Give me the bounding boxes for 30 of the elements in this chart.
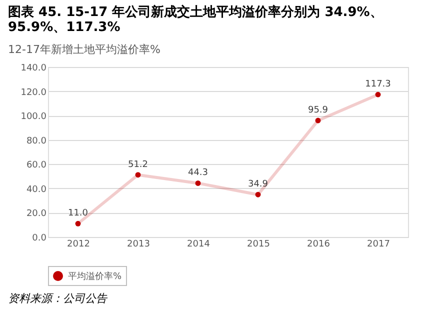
- x-tick-label: 2014: [187, 240, 210, 250]
- y-tick-label: 120.0: [20, 88, 47, 98]
- legend-label: 平均溢价率%: [68, 271, 122, 282]
- point: [255, 192, 261, 198]
- data-label: 95.9: [308, 106, 328, 116]
- x-tick-label: 2017: [367, 240, 390, 250]
- y-tick-label: 40.0: [26, 184, 47, 195]
- point: [135, 172, 141, 178]
- x-tick-label: 2013: [127, 240, 150, 250]
- y-tick-label: 80.0: [26, 136, 47, 146]
- point: [195, 180, 201, 186]
- data-label: 44.3: [188, 168, 208, 178]
- data-label: 51.2: [128, 160, 148, 170]
- data-label: 34.9: [248, 180, 268, 190]
- data-label: 117.3: [365, 80, 391, 90]
- text: 资料来源：公司公告: [8, 292, 108, 305]
- point: [375, 92, 381, 98]
- x-tick-label: 2016: [307, 240, 330, 250]
- x-tick-label: 2015: [247, 240, 270, 250]
- y-tick-label: 100.0: [20, 112, 47, 122]
- chart-title: 图表 45. 15-17 年公司新成交土地平均溢价率分别为 34.9%、95.9%、117.3%: [8, 4, 383, 35]
- point: [75, 220, 81, 226]
- chart-subtitle: 12-17年新增土地平均溢价率%: [8, 43, 160, 56]
- point: [315, 118, 321, 124]
- y-tick-label: 140.0: [20, 64, 47, 74]
- x-tick-label: 2012: [67, 240, 90, 250]
- y-tick-label: 20.0: [26, 209, 47, 220]
- y-tick-label: 0.0: [32, 234, 47, 244]
- y-tick-label: 60.0: [26, 160, 47, 171]
- data-label: 11.0: [68, 208, 88, 219]
